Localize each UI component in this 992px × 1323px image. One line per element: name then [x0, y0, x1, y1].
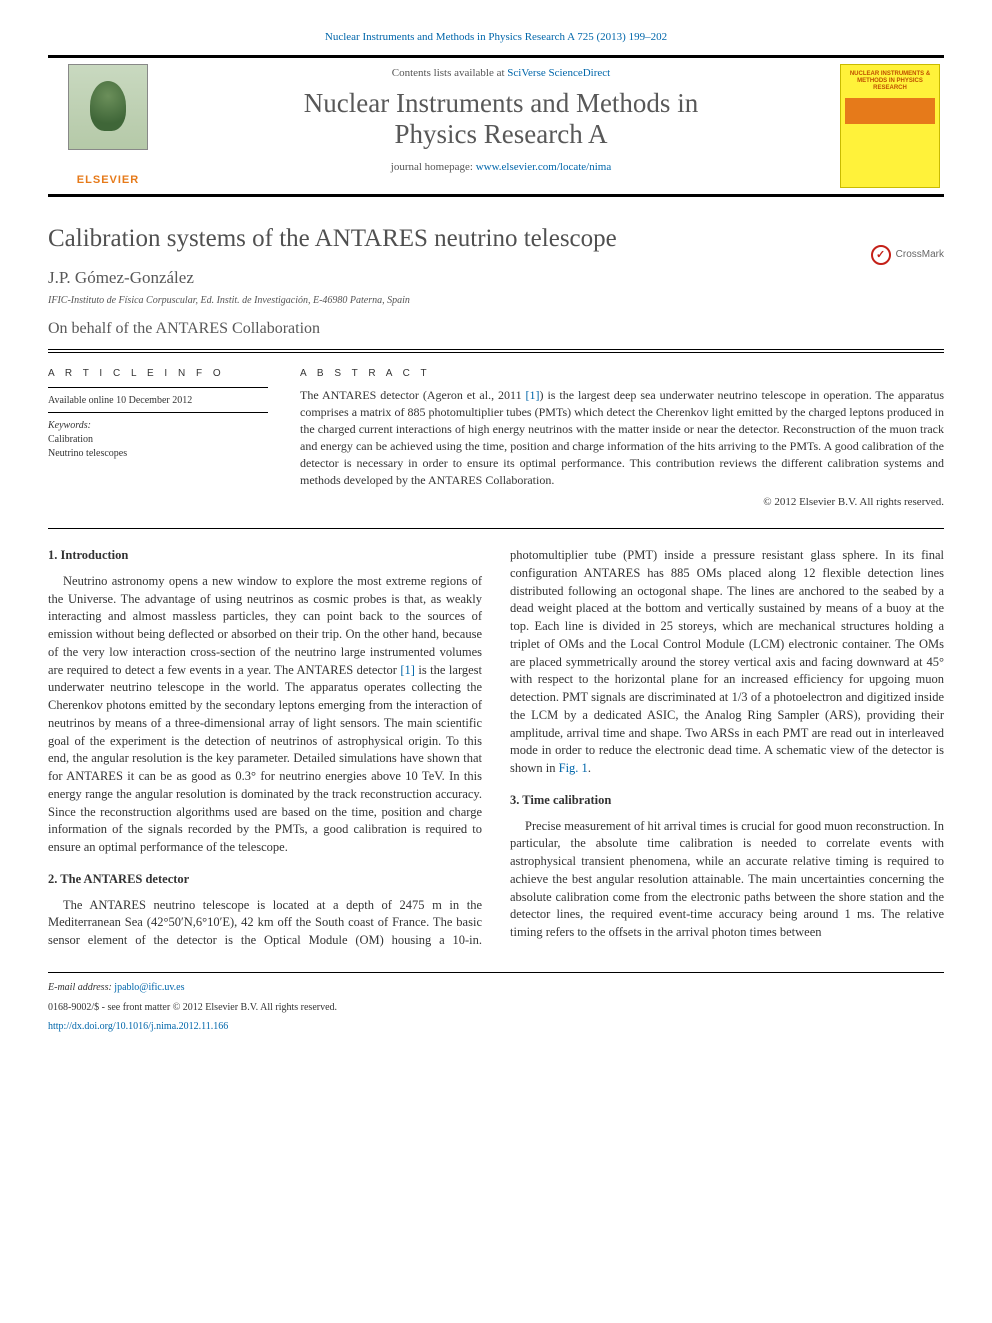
keyword: Calibration [48, 433, 268, 447]
crossmark-badge[interactable]: ✓ CrossMark [871, 245, 944, 265]
contents-prefix: Contents lists available at [392, 67, 507, 79]
article-body: 1. Introduction Neutrino astronomy opens… [48, 528, 944, 950]
email-label: E-mail address: [48, 982, 112, 993]
masthead: ELSEVIER Contents lists available at Sci… [48, 55, 944, 197]
article-info-heading: A R T I C L E I N F O [48, 367, 268, 381]
keywords-label: Keywords: [48, 419, 268, 433]
s1-text-b: is the largest underwater neutrino teles… [48, 663, 482, 855]
abstract-post: ) is the largest deep sea underwater neu… [300, 388, 944, 487]
available-online: Available online 10 December 2012 [48, 394, 268, 408]
section-1-heading: 1. Introduction [48, 547, 482, 565]
doi-link[interactable]: http://dx.doi.org/10.1016/j.nima.2012.11… [48, 1021, 228, 1032]
abstract-pre: The ANTARES detector (Ageron et al., 201… [300, 388, 526, 402]
abstract-block: A B S T R A C T The ANTARES detector (Ag… [300, 367, 944, 511]
cover-title-text: NUCLEAR INSTRUMENTS & METHODS IN PHYSICS… [845, 71, 935, 92]
citation-ref: 725 (2013) 199–202 [577, 31, 667, 43]
contents-available-line: Contents lists available at SciVerse Sci… [178, 66, 824, 81]
article-meta-row: A R T I C L E I N F O Available online 1… [48, 352, 944, 511]
issn-line: 0168-9002/$ - see front matter © 2012 El… [48, 1001, 944, 1014]
email-link[interactable]: jpablo@ific.uv.es [114, 982, 184, 993]
section-3-para: Precise measurement of hit arrival times… [510, 818, 944, 942]
on-behalf-of: On behalf of the ANTARES Collaboration [48, 318, 944, 349]
masthead-center: Contents lists available at SciVerse Sci… [168, 58, 834, 194]
article-info-block: A R T I C L E I N F O Available online 1… [48, 367, 268, 511]
elsevier-logo: ELSEVIER [48, 173, 168, 188]
crossmark-label: CrossMark [896, 248, 944, 262]
journal-title: Nuclear Instruments and Methods in Physi… [178, 88, 824, 150]
author-name: J.P. Gómez-González [48, 266, 944, 290]
page-footer: E-mail address: jpablo@ific.uv.es 0168-9… [48, 972, 944, 1033]
author-affiliation: IFIC-Instituto de Física Corpuscular, Ed… [48, 294, 944, 308]
crossmark-icon: ✓ [871, 245, 891, 265]
masthead-right: NUCLEAR INSTRUMENTS & METHODS IN PHYSICS… [834, 58, 944, 194]
journal-homepage-line: journal homepage: www.elsevier.com/locat… [178, 160, 824, 175]
keyword: Neutrino telescopes [48, 447, 268, 461]
journal-title-line2: Physics Research A [395, 119, 608, 149]
section-3-heading: 3. Time calibration [510, 792, 944, 810]
corresponding-email: E-mail address: jpablo@ific.uv.es [48, 981, 944, 995]
journal-cover-thumbnail: NUCLEAR INSTRUMENTS & METHODS IN PHYSICS… [840, 64, 940, 188]
info-rule-2 [48, 412, 268, 413]
section-1-para: Neutrino astronomy opens a new window to… [48, 573, 482, 857]
section-2-heading: 2. The ANTARES detector [48, 871, 482, 889]
masthead-left: ELSEVIER [48, 58, 168, 194]
abstract-copyright: © 2012 Elsevier B.V. All rights reserved… [300, 495, 944, 510]
journal-homepage-link[interactable]: www.elsevier.com/locate/nima [476, 161, 612, 173]
elsevier-tree-icon [68, 64, 148, 150]
fig-1-link[interactable]: Fig. 1 [559, 761, 588, 775]
ref-link-1b[interactable]: [1] [400, 663, 415, 677]
s1-text-a: Neutrino astronomy opens a new window to… [48, 574, 482, 677]
cover-orange-bar [845, 98, 935, 124]
sciencedirect-link[interactable]: SciVerse ScienceDirect [507, 67, 610, 79]
citation-journal: Nuclear Instruments and Methods in Physi… [325, 31, 575, 43]
article-title: Calibration systems of the ANTARES neutr… [48, 221, 944, 256]
ref-link-1[interactable]: [1] [526, 388, 540, 402]
abstract-heading: A B S T R A C T [300, 367, 944, 381]
homepage-prefix: journal homepage: [391, 161, 476, 173]
info-rule [48, 387, 268, 388]
s2-text-end: . [588, 761, 591, 775]
abstract-text: The ANTARES detector (Ageron et al., 201… [300, 387, 944, 489]
journal-citation-link[interactable]: Nuclear Instruments and Methods in Physi… [48, 30, 944, 45]
journal-title-line1: Nuclear Instruments and Methods in [304, 88, 698, 118]
